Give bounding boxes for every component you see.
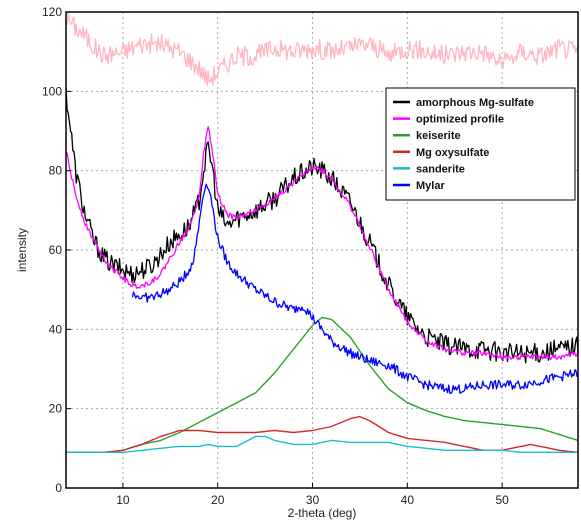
legend-label: sanderite — [416, 163, 465, 175]
legend-label: amorphous Mg-sulfate — [416, 97, 534, 109]
legend-label: keiserite — [416, 130, 461, 142]
series-line-mg-oxysulfate — [66, 415, 579, 453]
y-tick-label: 80 — [49, 164, 63, 178]
tick-labels: 10 20 30 40 50 0 20 40 60 80 100 120 — [42, 5, 509, 507]
series-line-sanderite — [66, 435, 578, 453]
y-tick-label: 40 — [49, 322, 63, 336]
series-line-keiserite — [66, 316, 579, 453]
series-line-optimized-profile — [65, 125, 579, 361]
y-tick-label: 0 — [55, 481, 62, 495]
grid — [66, 12, 578, 488]
y-tick-label: 120 — [42, 5, 62, 19]
y-axis-label: intensity — [15, 228, 29, 272]
legend-label: Mg oxysulfate — [416, 147, 489, 159]
x-tick-label: 40 — [401, 493, 415, 507]
x-tick-label: 20 — [211, 493, 225, 507]
x-tick-label: 10 — [116, 493, 130, 507]
series-line-amorphous-mg-sulfate — [65, 87, 579, 364]
x-tick-label: 50 — [495, 493, 509, 507]
y-tick-label: 60 — [49, 243, 63, 257]
series-line-background — [65, 11, 579, 87]
y-tick-label: 20 — [49, 402, 63, 416]
series-lines — [65, 11, 579, 453]
legend: amorphous Mg-sulfate optimized profile kei… — [385, 87, 576, 201]
series-line-mylar — [131, 183, 578, 395]
legend-label: Mylar — [416, 180, 445, 192]
x-tick-label: 30 — [306, 493, 320, 507]
axes — [65, 11, 579, 489]
legend-box — [385, 87, 576, 201]
y-tick-label: 100 — [42, 84, 62, 98]
x-axis-label: 2-theta (deg) — [288, 506, 357, 520]
legend-label: optimized profile — [416, 114, 504, 126]
